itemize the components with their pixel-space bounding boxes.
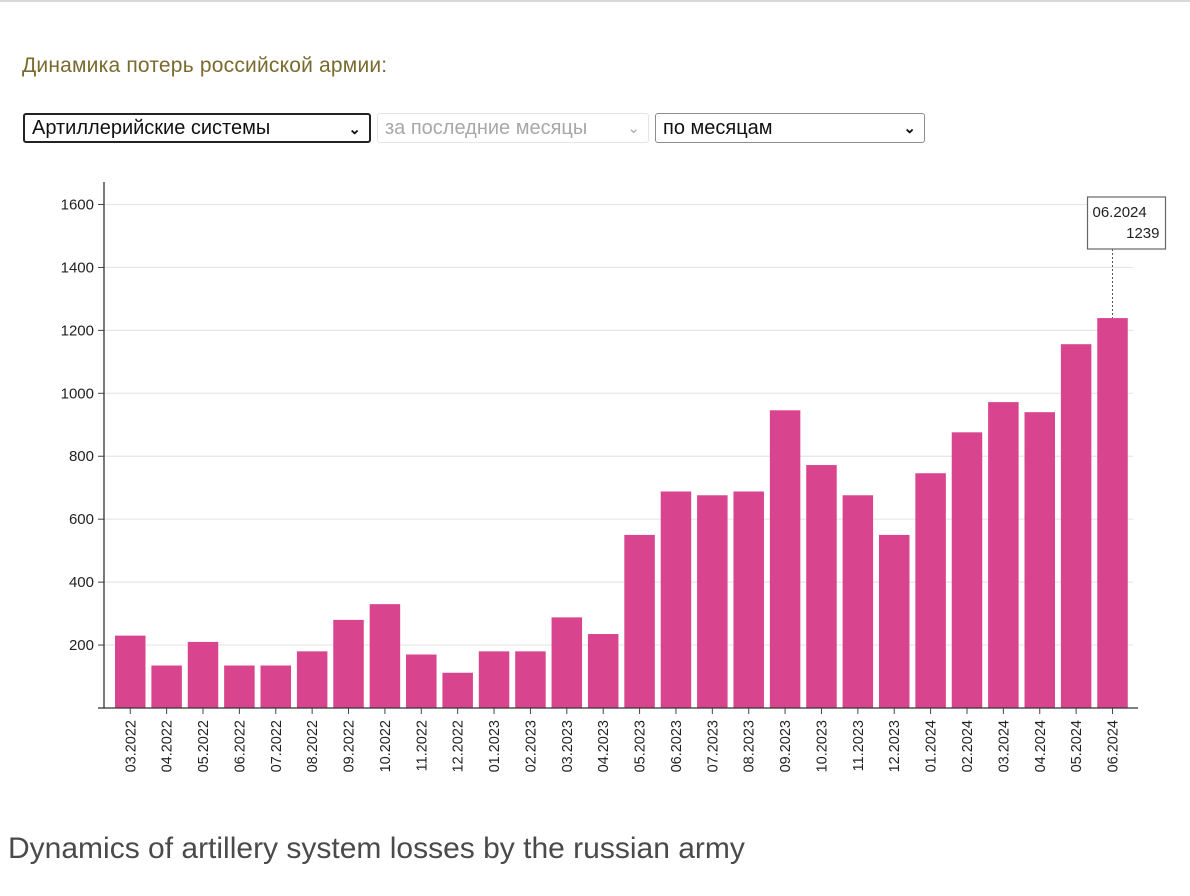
grouping-select[interactable]: по месяцам ⌄	[655, 113, 925, 143]
x-tick-label: 05.2022	[196, 720, 212, 772]
x-tick-label: 09.2023	[778, 720, 794, 772]
x-tick-label: 09.2022	[342, 720, 358, 772]
gridlines	[104, 203, 1133, 646]
grouping-select-value: по месяцам	[663, 116, 773, 139]
x-tick-label: 01.2024	[924, 720, 940, 772]
tooltip-value: 1239	[1126, 225, 1159, 242]
bar[interactable]	[115, 635, 146, 708]
y-tick-label: 1600	[61, 196, 94, 213]
bar[interactable]	[515, 651, 546, 708]
image-caption: Dynamics of artillery system losses by t…	[8, 832, 745, 865]
period-select[interactable]: за последние месяцы ⌄	[377, 113, 649, 143]
x-tick-label: 11.2022	[414, 720, 430, 771]
x-tick-label: 10.2023	[814, 720, 830, 772]
bar[interactable]	[587, 634, 619, 708]
x-tick-label: 02.2023	[523, 720, 539, 772]
x-tick-label: 12.2022	[451, 720, 467, 772]
category-select-value: Артиллерийские системы	[32, 116, 271, 139]
bar[interactable]	[842, 495, 874, 708]
bar[interactable]	[333, 619, 364, 708]
x-tick-label: 06.2022	[232, 720, 248, 772]
chevron-down-icon: ⌄	[627, 120, 640, 137]
y-tick-label: 1000	[61, 385, 94, 402]
x-tick-label: 12.2023	[887, 720, 903, 772]
bar[interactable]	[878, 534, 910, 708]
chevron-down-icon: ⌄	[903, 120, 916, 137]
x-tick-label: 02.2024	[960, 720, 976, 772]
bar[interactable]	[224, 665, 255, 708]
bar[interactable]	[151, 665, 182, 708]
bar[interactable]	[1097, 318, 1128, 708]
bar[interactable]	[988, 402, 1019, 708]
y-tick-label: 200	[69, 637, 94, 654]
y-axis-ticks: 200 400 600 800 1000 1200 1400 1600	[61, 196, 104, 654]
x-tick-label: 10.2022	[378, 720, 394, 772]
bar[interactable]	[296, 651, 328, 708]
x-tick-label: 04.2023	[596, 720, 612, 772]
bar[interactable]	[915, 473, 946, 708]
bar[interactable]	[551, 617, 583, 708]
x-tick-label: 03.2023	[560, 720, 576, 772]
bar[interactable]	[660, 491, 692, 708]
bar[interactable]	[733, 491, 764, 708]
y-tick-label: 1200	[61, 322, 94, 339]
bar[interactable]	[369, 604, 401, 708]
axes	[98, 182, 1138, 709]
period-select-value: за последние месяцы	[385, 116, 588, 139]
bar[interactable]	[951, 432, 983, 708]
x-tick-label: 08.2023	[742, 720, 758, 772]
x-tick-label: 04.2024	[1033, 720, 1049, 772]
x-tick-label: 08.2022	[305, 720, 321, 772]
bar[interactable]	[806, 465, 837, 708]
x-tick-label: 04.2022	[160, 720, 176, 772]
x-tick-label: 06.2024	[1106, 720, 1122, 772]
bar[interactable]	[1060, 344, 1092, 708]
bar[interactable]	[1024, 412, 1056, 708]
bar[interactable]	[406, 654, 437, 708]
x-tick-label: 03.2024	[996, 720, 1012, 772]
category-select[interactable]: Артиллерийские системы ⌄	[23, 113, 371, 143]
x-tick-label: 05.2023	[633, 720, 649, 772]
bar[interactable]	[697, 495, 728, 708]
bar[interactable]	[187, 641, 219, 708]
y-tick-label: 400	[69, 574, 94, 591]
bar[interactable]	[624, 534, 655, 708]
x-tick-label: 11.2023	[851, 720, 867, 771]
losses-bar-chart: 200 400 600 800 1000 1200 1400 1600 03.2022 04.2…	[61, 182, 1167, 772]
tooltip-box	[1086, 196, 1167, 250]
x-tick-label: 05.2024	[1069, 720, 1085, 772]
chevron-down-icon: ⌄	[348, 121, 361, 138]
bars	[115, 318, 1128, 708]
x-axis-ticks: 03.2022 04.2022 05.2022 06.2022 07.2022 08.20…	[123, 708, 1122, 772]
bar[interactable]	[478, 651, 510, 708]
bar[interactable]	[260, 665, 292, 708]
x-tick-label: 07.2023	[705, 720, 721, 772]
x-tick-label: 03.2022	[123, 720, 139, 772]
tooltip-label: 06.2024	[1093, 204, 1147, 221]
x-tick-label: 07.2022	[269, 720, 285, 772]
y-tick-label: 600	[69, 511, 94, 528]
widget-title: Динамика потерь российской армии:	[22, 54, 388, 77]
y-tick-label: 1400	[61, 259, 94, 276]
bar[interactable]	[442, 672, 473, 708]
tooltip: 06.2024 1239	[1086, 196, 1167, 319]
y-tick-label: 800	[69, 448, 94, 465]
bar[interactable]	[769, 410, 801, 708]
x-tick-label: 06.2023	[669, 720, 685, 772]
x-tick-label: 01.2023	[487, 720, 503, 772]
top-divider	[0, 0, 1190, 2]
